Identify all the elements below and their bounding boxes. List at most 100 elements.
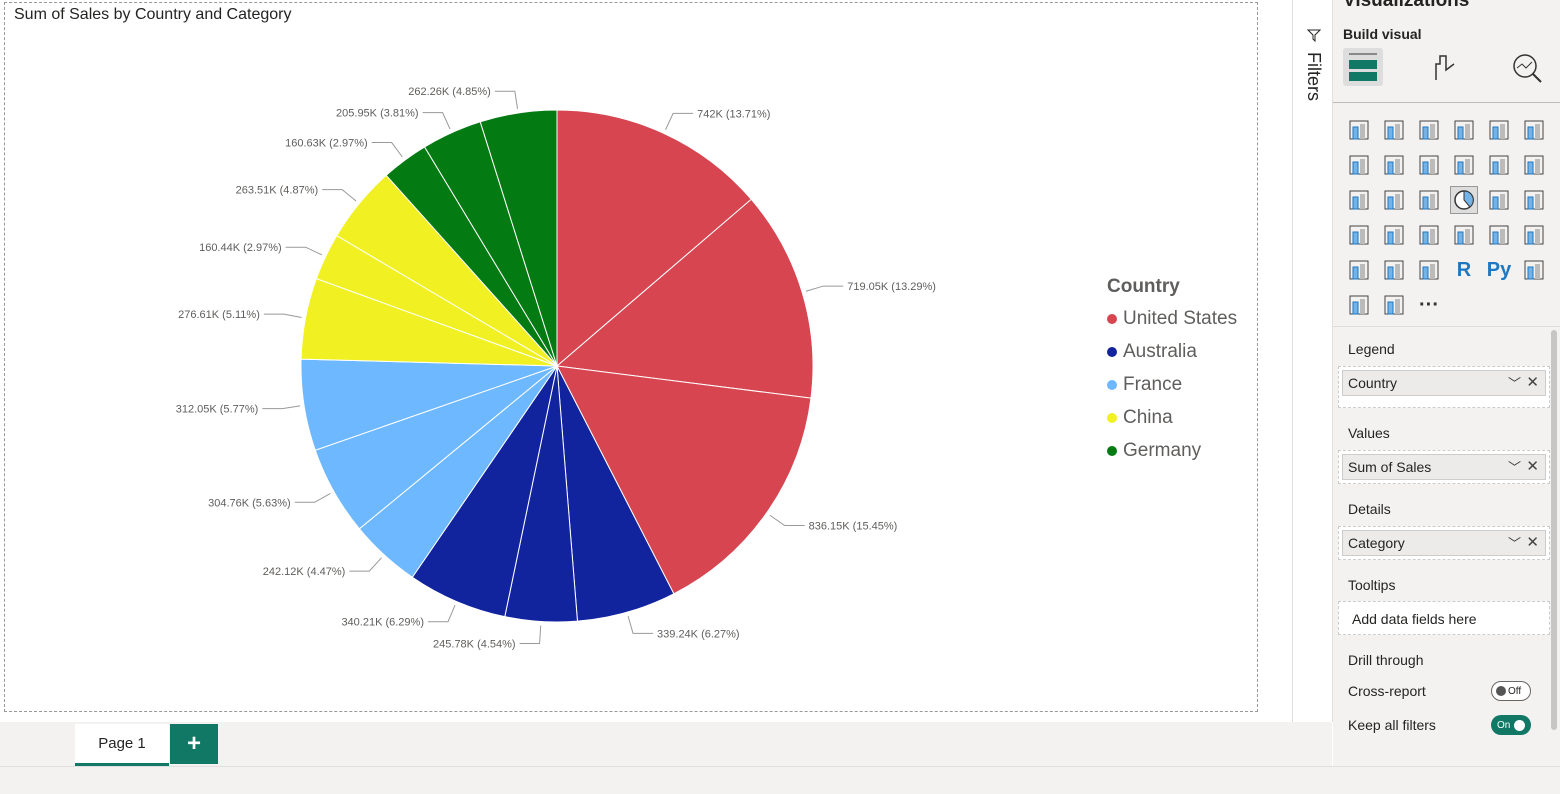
cross-report-toggle[interactable]: Off (1491, 681, 1531, 701)
trophy-visual-icon[interactable] (1345, 291, 1373, 319)
map-visual-icon[interactable] (1345, 221, 1373, 249)
drill-through-label: Drill through (1348, 652, 1424, 668)
clustered-column-visual-icon[interactable] (1450, 116, 1478, 144)
leader-line (349, 557, 382, 572)
data-label: 339.24K (6.27%) (657, 628, 740, 640)
azure-map-visual-icon[interactable] (1380, 291, 1408, 319)
pie-slice[interactable] (556, 109, 752, 368)
stacked-area-visual-icon[interactable] (1415, 151, 1443, 179)
area-visual-icon[interactable] (1380, 151, 1408, 179)
values-field-chip[interactable]: Sum of Sales ﹀ ✕ (1342, 454, 1546, 480)
add-page-button[interactable]: + (170, 724, 218, 764)
data-label: 340.21K (6.29%) (341, 617, 424, 629)
r-visual-icon[interactable]: R (1456, 258, 1472, 281)
chevron-down-icon[interactable]: ﹀ (1507, 460, 1521, 475)
details-well[interactable]: Category ﹀ ✕ (1338, 526, 1550, 560)
legend-item[interactable]: France (1107, 368, 1237, 401)
chevron-down-icon[interactable]: ﹀ (1507, 376, 1521, 391)
decomposition-tree-visual-icon[interactable] (1520, 256, 1548, 284)
clustered-bar-visual-icon[interactable] (1415, 116, 1443, 144)
toggle-knob (1496, 686, 1506, 696)
scatter-visual-icon[interactable] (1415, 186, 1443, 214)
status-bar (0, 766, 1560, 794)
close-icon[interactable]: ✕ (1526, 458, 1539, 475)
card-visual-icon[interactable] (1450, 221, 1478, 249)
leader-line (665, 112, 694, 130)
format-visual-icon[interactable] (1431, 52, 1461, 82)
legend-well-label: Legend (1348, 341, 1395, 357)
scrollbar[interactable] (1551, 330, 1557, 730)
leader-line (494, 90, 519, 110)
visual-type-gallery: R Py ··· (1345, 116, 1555, 326)
details-field-chip[interactable]: Category ﹀ ✕ (1342, 530, 1546, 556)
leader-line (285, 246, 323, 256)
filters-pane[interactable]: Filters (1292, 0, 1333, 722)
matrix-visual-icon[interactable] (1415, 256, 1443, 284)
slicer-visual-icon[interactable] (1345, 256, 1373, 284)
tab-page-1[interactable]: Page 1 (75, 724, 169, 766)
data-label: 245.78K (4.54%) (433, 638, 516, 650)
toggle-state: Off (1508, 685, 1522, 697)
line-clustered-column-visual-icon[interactable] (1485, 151, 1513, 179)
keep-filters-toggle[interactable]: On (1491, 715, 1531, 735)
close-icon[interactable]: ✕ (1526, 534, 1539, 551)
100-bar-visual-icon[interactable] (1485, 116, 1513, 144)
leader-line (627, 615, 654, 634)
legend-item[interactable]: United States (1107, 302, 1237, 335)
multi-row-card-visual-icon[interactable] (1485, 221, 1513, 249)
leader-line (371, 142, 403, 158)
data-label: 312.05K (5.77%) (176, 404, 259, 416)
values-well[interactable]: Sum of Sales ﹀ ✕ (1338, 450, 1550, 484)
pie-slice[interactable] (556, 365, 812, 595)
legend: Country United States Australia France Chin… (1107, 276, 1237, 467)
kpi-visual-icon[interactable] (1520, 221, 1548, 249)
data-label: 160.44K (2.97%) (199, 242, 282, 254)
chart-title: Sum of Sales by Country and Category (14, 6, 292, 23)
close-icon[interactable]: ✕ (1526, 374, 1539, 391)
ribbon-visual-icon[interactable] (1520, 151, 1548, 179)
leader-line (294, 493, 331, 503)
toggle-knob (1514, 719, 1526, 731)
stacked-column-visual-icon[interactable] (1380, 116, 1408, 144)
filled-map-visual-icon[interactable] (1380, 221, 1408, 249)
analytics-icon[interactable] (1511, 52, 1543, 84)
pie-slice[interactable] (555, 198, 814, 399)
legend-label: China (1123, 406, 1173, 428)
legend-item[interactable]: Australia (1107, 335, 1237, 368)
legend-marker (1107, 379, 1117, 390)
data-label: 742K (13.71%) (697, 108, 770, 120)
legend-field-chip[interactable]: Country ﹀ ✕ (1342, 370, 1546, 396)
100-column-visual-icon[interactable] (1520, 116, 1548, 144)
fields-icon (1349, 53, 1377, 81)
legend-label: France (1123, 373, 1183, 395)
funnel-visual-icon[interactable] (1380, 186, 1408, 214)
pie-visual-icon[interactable] (1450, 186, 1478, 214)
chevron-down-icon[interactable]: ﹀ (1507, 536, 1521, 551)
legend-marker (1107, 346, 1117, 357)
legend-well[interactable]: Country ﹀ ✕ (1338, 366, 1550, 408)
treemap-visual-icon[interactable] (1520, 186, 1548, 214)
leader-line (422, 112, 451, 130)
py-visual-icon[interactable]: Py (1486, 258, 1512, 281)
stacked-bar-visual-icon[interactable] (1345, 116, 1373, 144)
waterfall-visual-icon[interactable] (1345, 186, 1373, 214)
pie-chart-visual[interactable]: Sum of Sales by Country and Category (4, 2, 1258, 712)
tooltips-well[interactable]: Add data fields here (1338, 601, 1550, 635)
pie-slice[interactable] (479, 109, 558, 367)
line-visual-icon[interactable] (1345, 151, 1373, 179)
legend-item[interactable]: Germany (1107, 434, 1237, 467)
donut-visual-icon[interactable] (1485, 186, 1513, 214)
leader-line (519, 625, 542, 644)
legend-label: Australia (1123, 340, 1197, 362)
line-column-visual-icon[interactable] (1450, 151, 1478, 179)
page-tabs-bar: Page 1 + (0, 722, 1332, 766)
legend-item[interactable]: China (1107, 401, 1237, 434)
legend-marker (1107, 313, 1117, 324)
build-visual-tab[interactable] (1343, 48, 1383, 86)
leader-line (263, 313, 302, 318)
field-name: Sum of Sales (1348, 459, 1432, 475)
values-well-label: Values (1348, 425, 1390, 441)
gauge-visual-icon[interactable] (1415, 221, 1443, 249)
more-visual-icon[interactable]: ··· (1419, 293, 1439, 316)
table-visual-icon[interactable] (1380, 256, 1408, 284)
